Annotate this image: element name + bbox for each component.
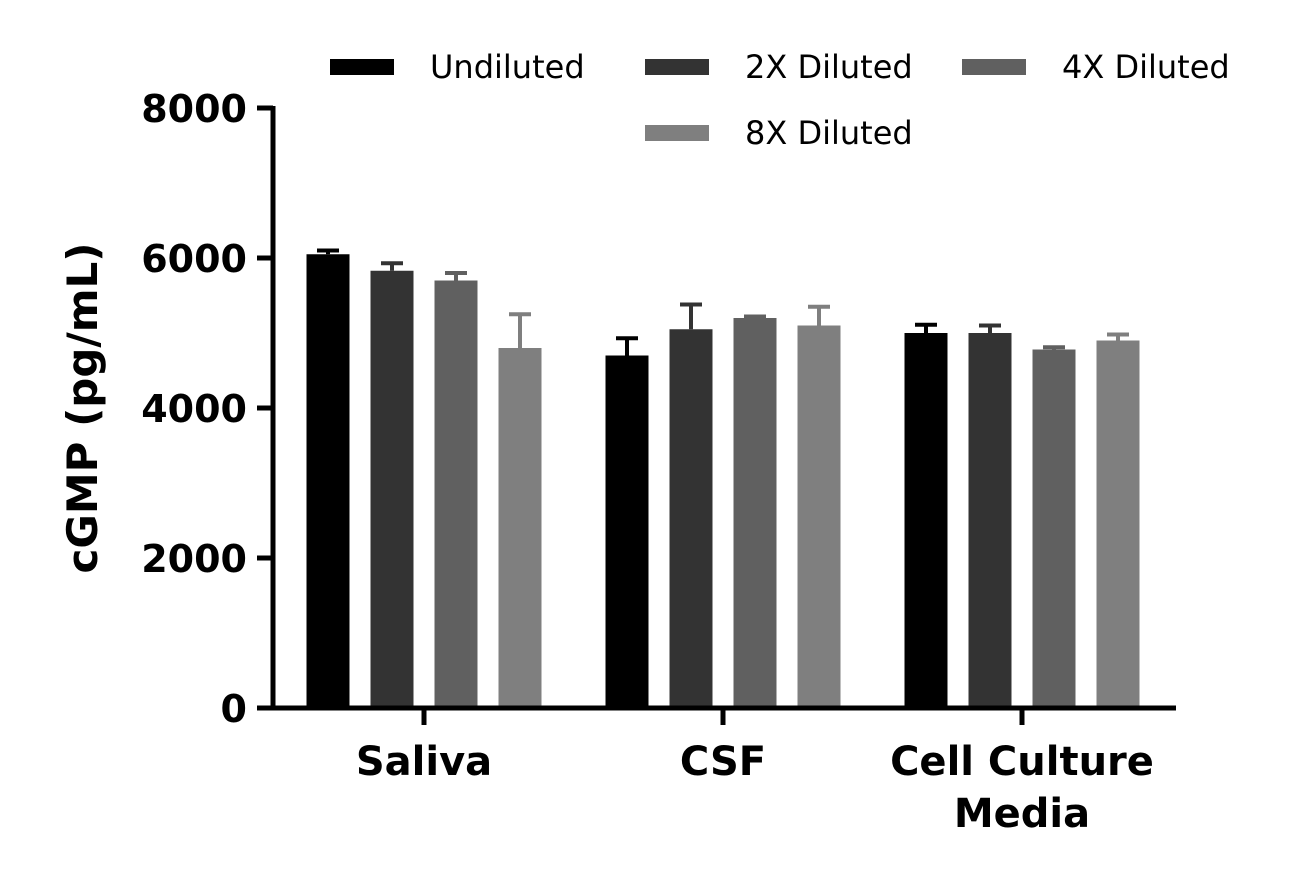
bar [904,333,948,708]
bar [669,329,713,708]
legend-swatch [645,59,709,75]
legend: Undiluted 2X Diluted 4X Diluted 8X Diluted [330,48,1230,152]
bar [370,270,414,708]
bars [306,248,1140,708]
bar [1096,340,1140,708]
y-axis-title: cGMP (pg/mL) [58,243,107,574]
bar [434,280,478,708]
x-category-label: Saliva [356,739,492,785]
x-category-label: CSF [680,739,766,785]
legend-swatch [330,59,394,75]
y-tick-label: 8000 [141,87,247,131]
y-ticks: 0 2000 4000 6000 8000 [141,87,273,731]
bar [1032,349,1076,708]
y-tick-label: 2000 [141,537,247,581]
bar [605,355,649,708]
legend-swatch [645,125,709,141]
legend-swatch [962,59,1026,75]
x-category-label: Media [954,791,1090,837]
bar [306,254,350,708]
legend-label: 2X Diluted [745,48,913,86]
legend-label: 4X Diluted [1062,48,1230,86]
x-category-label: Cell Culture [890,739,1154,785]
bar [968,333,1012,708]
y-tick-label: 4000 [141,387,247,431]
bar [733,318,777,708]
y-tick-label: 6000 [141,237,247,281]
legend-label: 8X Diluted [745,114,913,152]
legend-label: Undiluted [430,48,585,86]
bar [797,325,841,708]
x-ticks: Saliva CSF Cell Culture Media [356,708,1154,837]
bar [498,348,542,708]
y-tick-label: 0 [221,687,247,731]
